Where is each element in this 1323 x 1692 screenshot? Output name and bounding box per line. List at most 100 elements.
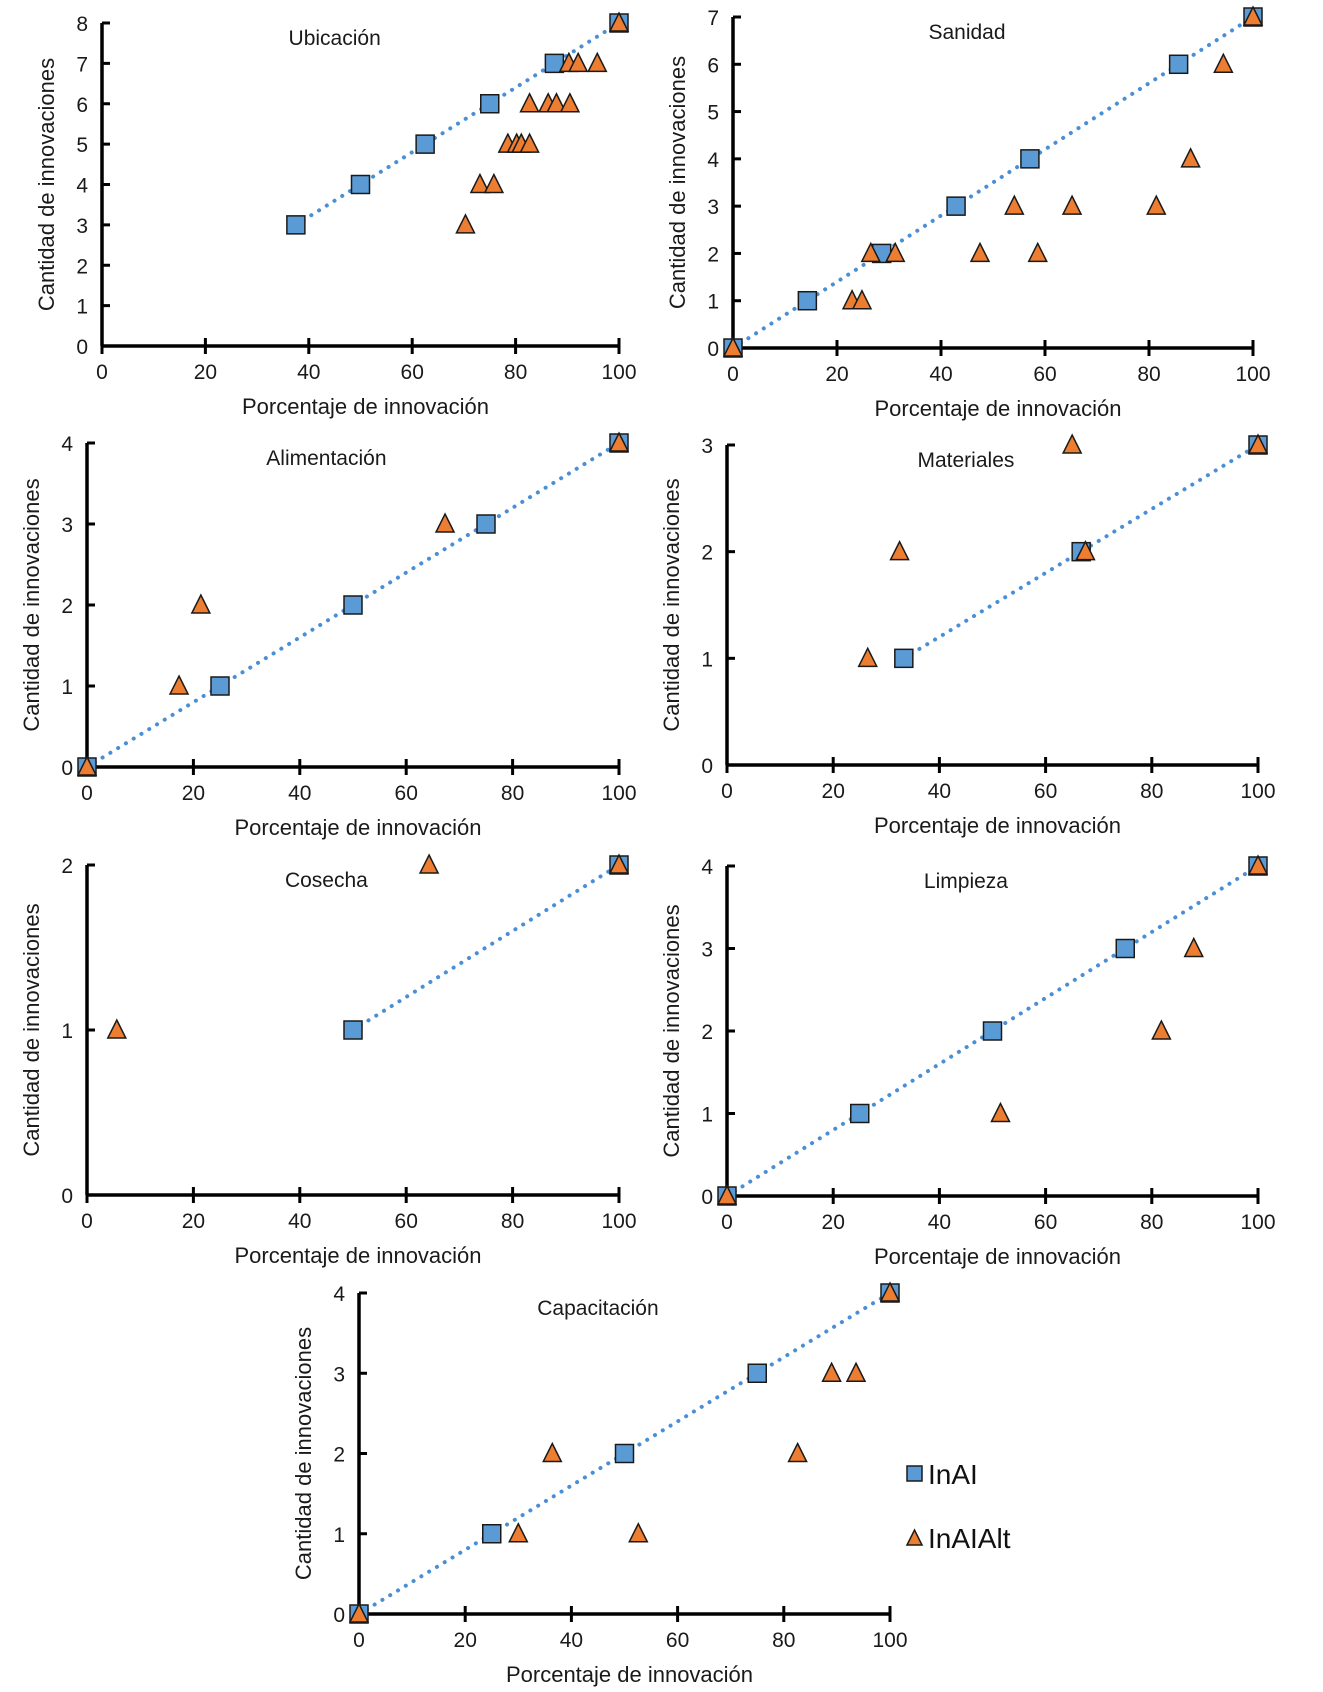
chart-alimentacion: 0 20 40 60 80 100 0 1 2 3 4 Alimentación Porcentaje … [19,431,637,840]
y-tick-label: 3 [701,435,713,458]
y-tick-label: 0 [76,336,88,359]
chart-title: Ubicación [289,27,381,50]
y-tick-label: 3 [333,1363,345,1386]
point-inaialt [787,1441,808,1463]
x-tick-label: 40 [288,782,311,805]
y-tick-label: 1 [61,676,73,699]
legend-marker-inaialt [905,1528,924,1546]
point-inaialt [567,51,589,73]
point-inaialt [542,1441,563,1463]
point-inai [480,94,500,114]
point-inaialt [851,289,873,310]
legend-marker-inai [906,1465,923,1482]
x-axis-label: Porcentaje de innovación [874,813,1121,838]
point-inai [850,1103,870,1124]
x-tick-label: 60 [1034,780,1057,803]
trendline-inai [351,863,621,1032]
x-axis-label: Porcentaje de innovación [874,1244,1121,1269]
y-tick-label: 0 [701,755,713,778]
y-axis-label: Cantidad de innovaciones [665,56,690,309]
point-inaialt [508,1522,529,1543]
x-tick-label: 100 [601,1210,636,1233]
y-tick-label: 4 [76,175,88,198]
point-inaialt [418,853,440,874]
x-tick-label: 60 [1034,1211,1057,1234]
x-tick-label: 20 [454,1629,477,1652]
x-tick-label: 20 [822,780,845,803]
point-inaialt [1213,52,1234,74]
y-axis-label: Cantidad de innovaciones [19,478,44,731]
point-inaialt [990,1101,1011,1123]
x-tick-label: 100 [1240,780,1275,803]
point-inai [343,1020,363,1040]
point-inaialt [519,92,540,113]
x-tick-label: 100 [1240,1211,1275,1234]
y-tick-label: 3 [61,514,73,537]
chart-title: Capacitación [537,1297,658,1320]
legend-label-inai: InAI [928,1459,978,1490]
x-tick-label: 60 [401,361,424,384]
point-inaialt [190,593,212,614]
point-inai [982,1021,1003,1041]
y-tick-label: 4 [61,433,73,456]
x-axis-label: Porcentaje de innovación [234,1243,481,1268]
x-tick-label: 80 [504,361,527,384]
y-tick-label: 1 [707,291,719,314]
y-tick-label: 0 [61,1185,73,1208]
x-tick-label: 0 [81,782,93,805]
point-inaialt [845,1361,867,1382]
chart-title: Sanidad [928,21,1005,44]
point-inaialt [608,853,630,874]
x-tick-label: 60 [1033,363,1056,386]
point-inaialt [559,92,581,113]
y-tick-label: 3 [701,939,713,962]
y-tick-label: 2 [61,855,73,878]
y-axis-label: Cantidad de innovaciones [659,478,684,731]
x-tick-label: 80 [1140,780,1163,803]
y-tick-label: 2 [707,243,719,266]
point-inai [210,676,230,696]
y-tick-label: 0 [333,1604,345,1627]
chart-cosecha: 0 20 40 60 80 100 0 1 2 Cosecha Porcentaje de inno… [19,853,637,1268]
point-inaialt [722,336,744,357]
legend: InAI InAIAlt [905,1459,1011,1554]
point-inai [482,1524,502,1544]
y-tick-label: 1 [701,648,713,671]
point-inaialt [1247,433,1269,454]
x-tick-label: 40 [297,361,320,384]
y-tick-label: 2 [701,1021,713,1044]
point-inaialt [469,172,491,194]
x-axis-label: Porcentaje de innovación [506,1662,753,1687]
point-inai [476,514,496,534]
point-inai [1168,54,1189,75]
y-tick-label: 0 [701,1186,713,1209]
x-tick-label: 0 [353,1629,365,1652]
chart-sanidad: 0 20 40 60 80 100 0 1 2 3 4 5 6 7 Sanidad Porcentaje de… [665,5,1271,421]
point-inai [286,215,306,235]
y-tick-label: 5 [707,102,719,125]
point-inaialt [1027,241,1048,263]
point-inaialt [1075,539,1096,561]
x-tick-label: 100 [1235,363,1270,386]
point-inaialt [587,51,608,73]
point-inaialt [348,1602,370,1623]
y-tick-label: 0 [61,757,73,780]
chart-limpieza: 0 20 40 60 80 100 0 1 2 3 4 Limpieza Porcentaje de i… [659,854,1276,1269]
y-tick-label: 0 [707,338,719,361]
point-inaialt [455,213,476,234]
point-inaialt [1247,854,1269,875]
y-tick-label: 1 [61,1020,73,1043]
y-tick-label: 5 [76,134,88,157]
x-tick-label: 80 [501,782,524,805]
x-tick-label: 0 [96,361,108,384]
chart-title: Materiales [918,449,1015,472]
point-inai [614,1443,635,1464]
point-inaialt [889,539,910,561]
x-axis-label: Porcentaje de innovación [234,815,481,840]
point-inaialt [969,241,991,263]
point-inaialt [1151,1019,1172,1040]
x-tick-label: 40 [288,1210,311,1233]
y-tick-label: 6 [76,94,88,117]
y-tick-label: 1 [701,1104,713,1127]
point-inaialt [1061,194,1083,215]
